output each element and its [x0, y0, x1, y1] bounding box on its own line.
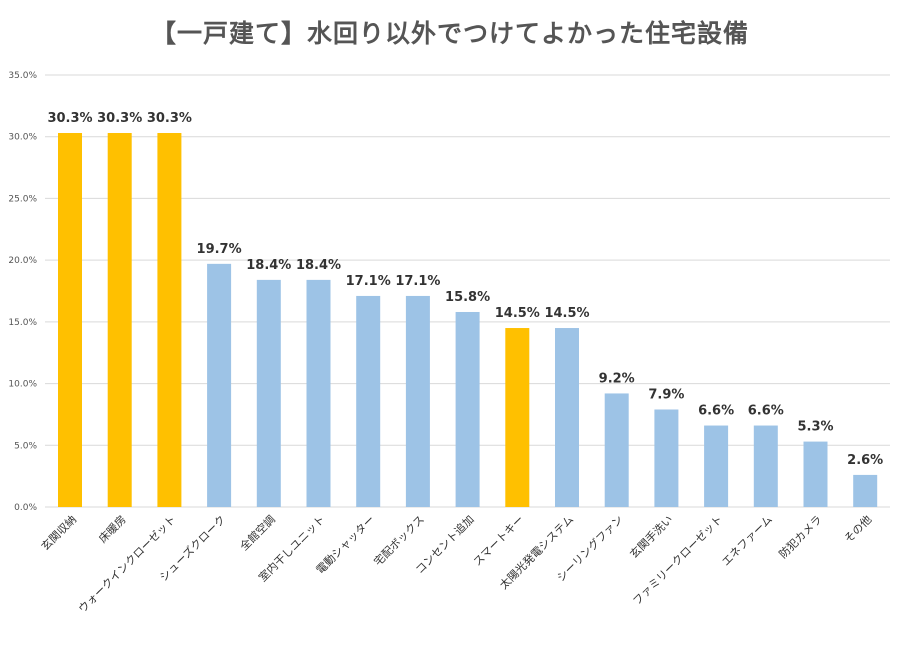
y-tick-label: 25.0% — [8, 194, 37, 204]
bar — [256, 279, 281, 507]
data-label: 5.3% — [797, 420, 833, 435]
category-label: 玄関手洗い — [627, 512, 676, 561]
y-tick-label: 30.0% — [8, 133, 37, 143]
category-label: エネファーム — [719, 513, 775, 569]
bar — [306, 279, 331, 507]
bar — [555, 328, 579, 507]
bar — [753, 425, 778, 507]
bar — [505, 328, 530, 507]
bar — [58, 133, 82, 508]
y-tick-label: 0.0% — [14, 503, 37, 513]
category-label: 床暖房 — [96, 512, 129, 545]
data-label: 14.5% — [495, 306, 540, 321]
category-label: 玄関収納 — [38, 512, 79, 553]
bar — [604, 393, 629, 507]
category-label: 防犯カメラ — [776, 512, 825, 561]
y-tick-label: 10.0% — [8, 380, 37, 390]
category-label: スマートキー — [471, 513, 527, 569]
data-label: 2.6% — [847, 453, 883, 468]
bar — [207, 263, 232, 507]
data-labels: 30.3% 30.3% 30.3% 19.7% 18.4% 18.4% 17.1% 17.1%… — [47, 111, 883, 468]
category-label: ファミリークローゼット — [630, 513, 725, 608]
bar — [356, 295, 381, 507]
data-label: 30.3% — [97, 111, 142, 126]
data-label: 19.7% — [197, 242, 242, 257]
data-label: 18.4% — [246, 258, 291, 273]
data-label: 6.6% — [748, 404, 784, 419]
bar — [107, 133, 132, 508]
data-label: 30.3% — [47, 111, 92, 126]
data-label: 14.5% — [544, 306, 589, 321]
y-axis-ticks: 0.0% 5.0% 10.0% 15.0% 20.0% 25.0% 30.0% 35.0% — [8, 71, 37, 513]
data-label: 15.8% — [445, 290, 490, 305]
bar — [853, 474, 878, 507]
category-label: その他 — [842, 513, 875, 546]
bar — [704, 425, 729, 507]
data-label: 18.4% — [296, 258, 341, 273]
bar — [654, 409, 679, 507]
bar — [455, 311, 480, 507]
category-label: 宅配ボックス — [371, 512, 427, 568]
bars — [58, 133, 878, 508]
y-tick-label: 5.0% — [14, 441, 37, 451]
data-label: 17.1% — [395, 274, 440, 289]
y-tick-label: 20.0% — [8, 256, 37, 266]
category-label: 全館空調 — [237, 512, 278, 553]
chart-title: 【一戸建て】水回り以外でつけてよかった住宅設備 — [150, 19, 749, 48]
data-label: 9.2% — [599, 371, 635, 386]
y-tick-label: 35.0% — [8, 71, 37, 81]
bar — [157, 133, 182, 508]
data-label: 7.9% — [648, 387, 684, 402]
bar — [405, 295, 430, 507]
y-tick-label: 15.0% — [8, 318, 37, 328]
data-label: 30.3% — [147, 111, 192, 126]
data-label: 17.1% — [346, 274, 391, 289]
data-label: 6.6% — [698, 404, 734, 419]
bar — [803, 441, 828, 507]
category-label: ウォークインクローゼット — [76, 513, 179, 616]
